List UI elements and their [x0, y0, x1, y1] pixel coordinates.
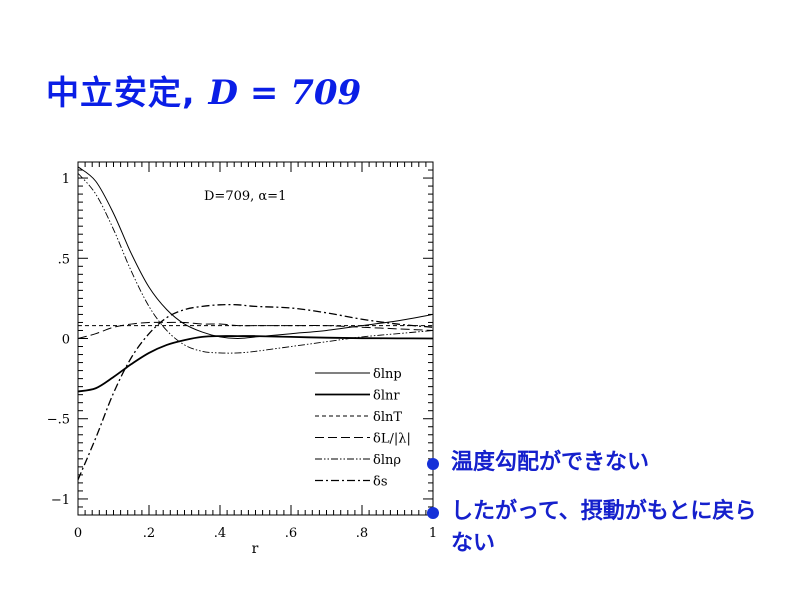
y-tick-label: −.5	[47, 413, 70, 428]
legend: δlnp δlnr δlnT δL/|λ| δlnρ δs	[315, 367, 411, 490]
x-tick-label: 1	[429, 526, 437, 541]
series-line-4	[77, 321, 434, 339]
y-tick-label: .5	[58, 252, 70, 267]
x-axis-label: r	[252, 541, 259, 557]
series-line-2	[77, 335, 434, 393]
series-line-1	[77, 166, 434, 340]
bullet-item-1: 温度勾配ができない	[427, 447, 649, 479]
bullet-text-1: 温度勾配ができない	[451, 450, 650, 475]
legend-label: δL/|λ|	[373, 432, 411, 447]
legend-label: δs	[373, 475, 388, 490]
y-tick-label: −1	[51, 493, 70, 508]
x-tick-label: .2	[143, 526, 155, 541]
tick-marks	[77, 161, 434, 516]
tick-labels: 0 .2 .4 .6 .8 1 1 .5 0 −.5 −1	[47, 172, 437, 541]
x-tick-label: 0	[74, 526, 82, 541]
legend-label: δlnr	[373, 389, 400, 404]
x-tick-label: .8	[356, 526, 368, 541]
chart-annotation: D=709, α=1	[204, 189, 286, 204]
y-tick-label: 0	[62, 333, 70, 348]
bullet-dot-icon	[427, 458, 439, 470]
series-lines	[77, 166, 434, 480]
legend-label: δlnT	[373, 410, 402, 425]
legend-label: δlnp	[373, 367, 402, 382]
x-tick-label: .4	[214, 526, 226, 541]
bullet-text-2: したがって、摂動がもとに戻らない	[451, 499, 757, 556]
y-tick-label: 1	[62, 172, 70, 187]
title-equation: D = 709	[208, 73, 362, 113]
bullet-item-2: したがって、摂動がもとに戻らない	[427, 496, 767, 560]
title-comma: ,	[182, 73, 195, 112]
series-line-5	[77, 172, 434, 354]
title-japanese: 中立安定	[46, 73, 182, 112]
legend-label: δlnρ	[373, 453, 401, 468]
x-tick-label: .6	[285, 526, 297, 541]
bullet-dot-icon	[427, 507, 439, 519]
series-line-6	[77, 303, 434, 480]
slide-title: 中立安定 , D = 709	[46, 66, 361, 116]
